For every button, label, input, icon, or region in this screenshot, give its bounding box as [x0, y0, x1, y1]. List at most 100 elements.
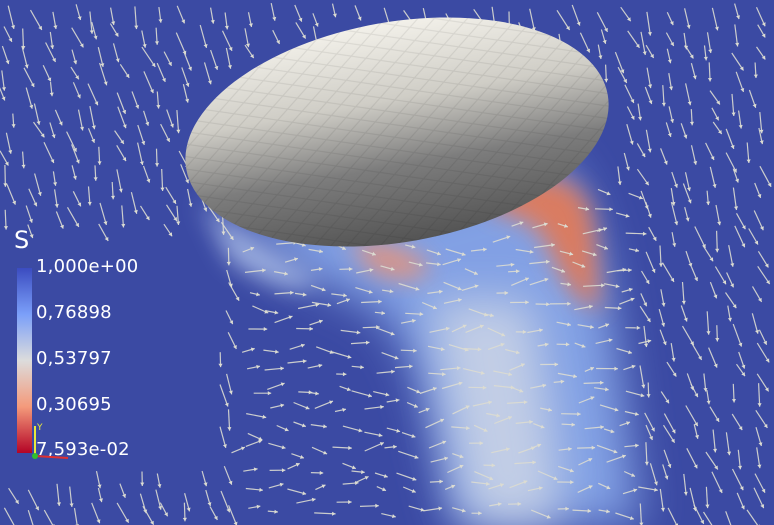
velocity-arrow-head — [482, 385, 487, 390]
velocity-arrow-head — [626, 421, 630, 426]
velocity-arrow-head — [295, 462, 300, 467]
velocity-arrow-head — [396, 428, 401, 433]
velocity-arrow-head — [4, 161, 9, 166]
velocity-arrow-head — [121, 223, 126, 228]
velocity-arrow-head — [649, 436, 653, 440]
velocity-arrow — [725, 432, 731, 456]
velocity-arrow — [694, 226, 706, 249]
velocity-arrow-head — [644, 461, 649, 466]
velocity-arrow — [425, 418, 445, 429]
velocity-arrow-head — [706, 201, 711, 206]
velocity-arrow-head — [603, 227, 607, 232]
velocity-arrow-head — [280, 382, 285, 387]
velocity-arrow-head — [321, 287, 326, 292]
velocity-arrow-head — [672, 372, 677, 377]
velocity-arrow-head — [538, 486, 543, 491]
velocity-arrow-head — [761, 22, 766, 27]
velocity-arrow-head — [614, 366, 618, 371]
velocity-arrow-head — [646, 318, 651, 322]
velocity-arrow-head — [602, 39, 607, 44]
velocity-arrow-head — [256, 364, 260, 369]
velocity-arrow — [121, 205, 125, 228]
velocity-arrow-head — [369, 268, 374, 273]
velocity-arrow-head — [89, 30, 94, 34]
velocity-arrow — [708, 347, 718, 368]
velocity-arrow-head — [648, 100, 653, 104]
velocity-arrow — [463, 368, 485, 375]
velocity-arrow-head — [241, 446, 245, 451]
velocity-arrow-head — [73, 147, 77, 152]
velocity-arrow-head — [645, 279, 650, 284]
velocity-arrow — [681, 325, 695, 346]
velocity-arrow — [43, 509, 54, 525]
velocity-arrow — [709, 166, 716, 188]
velocity-arrow-head — [38, 25, 42, 30]
velocity-arrow — [228, 282, 240, 301]
wake-field — [200, 160, 640, 525]
velocity-arrow — [396, 472, 417, 481]
velocity-arrow-head — [670, 42, 674, 46]
velocity-arrow — [751, 313, 759, 334]
velocity-arrow-head — [588, 458, 593, 462]
velocity-arrow-head — [439, 479, 443, 484]
velocity-arrow-head — [601, 283, 605, 288]
velocity-arrow-head — [660, 507, 665, 512]
velocity-arrow-head — [567, 282, 571, 287]
velocity-arrow-head — [390, 331, 395, 336]
velocity-arrow-head — [50, 45, 55, 49]
velocity-arrow-head — [510, 262, 515, 267]
velocity-arrow — [755, 409, 768, 429]
velocity-arrow — [684, 8, 690, 29]
velocity-arrow-head — [226, 508, 231, 513]
velocity-arrow-head — [700, 519, 704, 524]
velocity-arrow-head — [605, 323, 609, 328]
velocity-arrow-head — [674, 221, 679, 226]
velocity-arrow-head — [284, 427, 289, 432]
velocity-arrow-head — [341, 246, 346, 250]
velocity-arrow-head — [735, 178, 739, 183]
velocity-arrow-head — [395, 398, 400, 403]
velocity-arrow-head — [11, 124, 16, 128]
velocity-arrow-head — [146, 178, 151, 183]
velocity-arrow — [441, 382, 463, 390]
velocity-arrow-head — [588, 485, 593, 489]
velocity-arrow-head — [525, 300, 529, 305]
velocity-arrow — [199, 24, 208, 49]
velocity-arrow-head — [29, 104, 34, 109]
velocity-arrow — [715, 204, 721, 226]
velocity-arrow-head — [650, 54, 654, 58]
velocity-arrow-head — [91, 138, 96, 143]
velocity-arrow-head — [418, 262, 423, 267]
velocity-arrow-head — [638, 195, 643, 200]
velocity-arrow-head — [37, 191, 42, 196]
velocity-arrow — [662, 85, 665, 107]
velocity-arrow-head — [284, 271, 288, 276]
velocity-arrow-head — [486, 481, 490, 486]
velocity-arrow-head — [3, 183, 8, 187]
velocity-arrow — [116, 92, 126, 115]
velocity-arrow-head — [104, 237, 109, 241]
velocity-arrow-head — [732, 304, 737, 309]
velocity-arrow — [659, 245, 662, 267]
velocity-arrow-head — [474, 284, 479, 289]
velocity-arrow — [22, 28, 25, 50]
velocity-arrow-head — [508, 416, 512, 420]
velocity-arrow-head — [440, 418, 444, 423]
velocity-arrow-head — [457, 286, 462, 291]
velocity-arrow-head — [185, 98, 190, 103]
velocity-arrow-head — [694, 277, 698, 281]
velocity-arrow — [639, 365, 645, 389]
velocity-arrow-head — [5, 60, 10, 64]
velocity-arrow-head — [457, 258, 461, 263]
velocity-arrow-head — [302, 491, 307, 496]
velocity-arrow-head — [274, 310, 279, 315]
velocity-arrow-head — [60, 224, 64, 229]
velocity-arrow — [732, 187, 738, 211]
velocity-arrow-head — [1, 87, 6, 91]
velocity-arrow-head — [29, 234, 34, 239]
velocity-arrow-head — [685, 217, 690, 222]
velocity-arrow-head — [635, 248, 639, 253]
velocity-arrow-head — [473, 271, 478, 275]
